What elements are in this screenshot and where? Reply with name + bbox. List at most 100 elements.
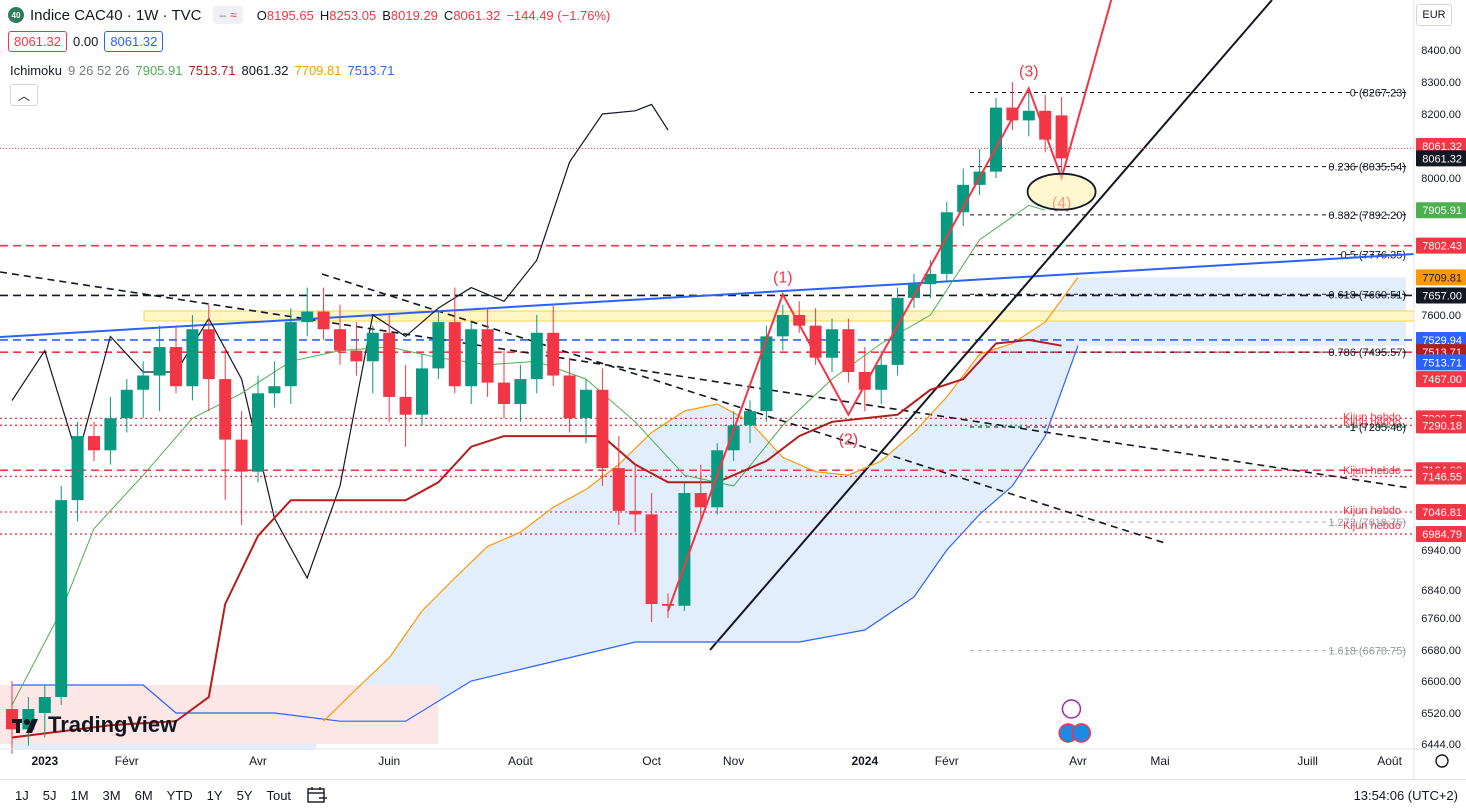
candle-body — [399, 396, 412, 415]
trendline-blue — [0, 253, 1415, 338]
timeframe-button[interactable]: 6M — [134, 787, 153, 803]
settings-gear-icon[interactable] — [1435, 754, 1449, 768]
candle-body — [219, 379, 232, 440]
candle-body — [596, 389, 609, 469]
timeframe-button[interactable]: 1M — [70, 787, 89, 803]
spread-value: 0.00 — [73, 34, 99, 49]
timeframe-button[interactable]: 5J — [42, 787, 57, 803]
fib-level-label: 0.786 (7495.57) — [1328, 347, 1406, 359]
ask-button[interactable]: 8061.32 — [104, 31, 164, 52]
price-badge-label: 7046.81 — [1422, 507, 1462, 519]
x-tick-label: Août — [1377, 754, 1402, 768]
y-tick-label: 8300.00 — [1421, 77, 1461, 89]
price-badge-label: 7513.71 — [1422, 357, 1462, 369]
candle-body — [744, 411, 756, 426]
timeframe-button[interactable]: Tout — [266, 787, 292, 803]
elliott-wave-path — [667, 0, 1113, 612]
symbol-logo-icon: 40 — [8, 7, 24, 23]
price-badge-label: 7802.43 — [1422, 241, 1462, 253]
price-badge — [1416, 287, 1466, 304]
candle-body — [908, 284, 920, 298]
candle-body — [153, 347, 166, 376]
x-tick-label: Févr — [935, 754, 959, 768]
candle-body — [1022, 110, 1035, 121]
indicator-value: 7513.71 — [188, 63, 236, 78]
candle-body — [793, 315, 806, 326]
indicator-value: 7709.81 — [294, 63, 342, 78]
candle-body — [727, 425, 740, 451]
price-badge-label: 7467.00 — [1422, 374, 1462, 386]
candle-body — [301, 311, 314, 323]
candle-body — [481, 329, 494, 383]
x-tick-label: Avr — [1069, 754, 1087, 768]
ohlc-key: B — [382, 7, 391, 23]
price-badge-label: 7146.55 — [1422, 471, 1462, 483]
timeframe-button[interactable]: 1J — [15, 787, 29, 803]
symbol-title[interactable]: Indice CAC40 · 1W · TVC — [30, 6, 202, 24]
indicator-value: 7905.91 — [135, 63, 183, 78]
candle-body — [530, 332, 543, 380]
candle-body — [202, 329, 215, 380]
price-badge — [1416, 331, 1466, 348]
trendline-dashed — [321, 273, 1166, 544]
ohlc-value: 8253.05 — [329, 7, 377, 23]
candle-body — [104, 418, 117, 451]
minus-icon: – — [219, 8, 227, 22]
clock[interactable]: 13:54:06 (UTC+2) — [1353, 788, 1458, 803]
timeframe-button[interactable]: YTD — [166, 787, 193, 803]
chevron-up-icon: ︿ — [17, 88, 30, 103]
timeframe-button[interactable]: 3M — [102, 787, 121, 803]
price-badge — [1416, 138, 1466, 154]
collapse-legend-button[interactable]: ︿ — [10, 84, 38, 106]
price-badge — [1416, 468, 1466, 485]
x-tick-label: Nov — [723, 754, 744, 768]
ohlc-item: C8061.32 — [444, 8, 500, 23]
candle-body — [875, 364, 888, 390]
calendar-range-icon[interactable] — [306, 786, 328, 804]
candle-body — [252, 393, 264, 472]
candle-body — [268, 386, 281, 394]
price-badge — [1416, 354, 1466, 371]
ohlc-value: 8195.65 — [266, 7, 314, 23]
indicator-name: Ichimoku — [10, 63, 63, 78]
candle-body — [317, 311, 330, 330]
candle-body — [38, 697, 51, 713]
y-tick-label: 6444.00 — [1421, 739, 1461, 751]
x-tick-label: 2024 — [851, 754, 878, 768]
wave-4-highlight — [1026, 172, 1097, 211]
candle-body — [137, 375, 150, 390]
trendline-uptrend — [709, 0, 1273, 651]
bid-button[interactable]: 8061.32 — [8, 31, 67, 52]
y-tick-label: 8400.00 — [1421, 45, 1461, 57]
ichimoku-cloud-bearish — [0, 685, 439, 744]
timeframe-button[interactable]: 5Y — [236, 787, 253, 803]
timeframe-button[interactable]: 1Y — [206, 787, 223, 803]
candle-body — [416, 368, 428, 415]
candle-body — [235, 439, 248, 472]
elliott-wave-label: (3) — [1019, 63, 1039, 80]
price-badge — [1416, 150, 1466, 167]
indicator-value: 7513.71 — [347, 63, 395, 78]
ichimoku-lagging-span — [11, 103, 669, 580]
x-tick-label: Avr — [249, 754, 267, 768]
event-eu-flag-icon — [1071, 723, 1092, 743]
candle-body — [350, 350, 363, 362]
indicator-legend[interactable]: Ichimoku 9 26 52 26 7905.91 7513.71 8061.3… — [10, 63, 394, 78]
fib-level-label: 1.618 (6678.75) — [1328, 645, 1406, 657]
ohlc-value: −144.49 (−1.76%) — [506, 7, 611, 23]
currency-button[interactable]: EUR — [1416, 4, 1452, 26]
visibility-toggle[interactable]: – ≈ — [213, 6, 243, 24]
kijun-label: Kijun hebdo — [1343, 417, 1401, 429]
candle-body — [284, 322, 297, 387]
ohlc-key: H — [319, 7, 330, 23]
candle-body — [990, 107, 1002, 172]
candle-body — [629, 510, 642, 515]
price-badge — [1416, 526, 1466, 543]
x-tick-label: Mai — [1150, 754, 1169, 768]
kijun-label: Kijun hebdo — [1343, 505, 1401, 517]
price-badge-label: 7290.18 — [1422, 420, 1462, 432]
tradingview-logo: TradingView — [12, 712, 177, 738]
trendline-dashed — [0, 271, 1411, 489]
fib-level-label: 0.382 (7892.20) — [1328, 210, 1406, 222]
